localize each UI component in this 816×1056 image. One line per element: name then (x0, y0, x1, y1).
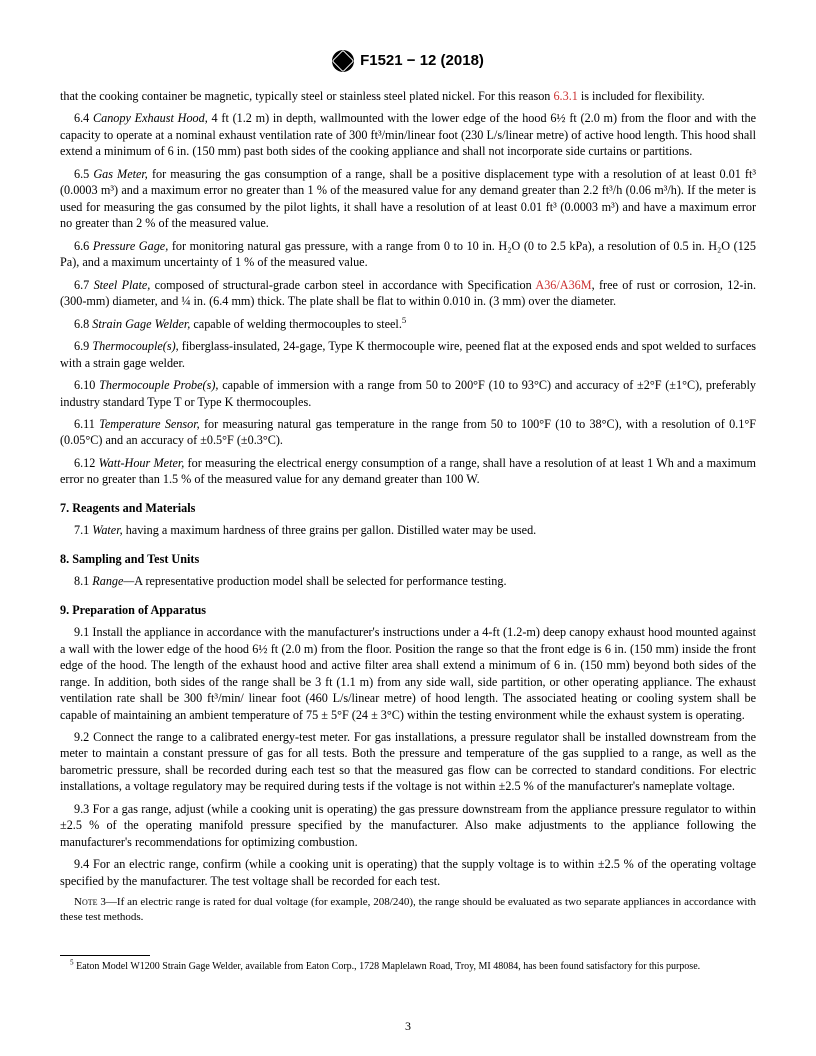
para-6-8: 6.8 Strain Gage Welder, capable of weldi… (60, 316, 756, 332)
note-text: If an electric range is rated for dual v… (60, 896, 756, 923)
clause-number: 6.7 (74, 278, 94, 292)
term: Strain Gage Welder, (92, 317, 190, 331)
clause-number: 6.6 (74, 239, 93, 253)
term: Range— (92, 574, 134, 588)
footnote-text: Eaton Model W1200 Strain Gage Welder, av… (74, 961, 701, 972)
para-6-12: 6.12 Watt-Hour Meter, for measuring the … (60, 455, 756, 488)
clause-number: 6.10 (74, 378, 99, 392)
page-number: 3 (0, 1018, 816, 1034)
term: Thermocouple(s), (92, 339, 178, 353)
term: Watt-Hour Meter, (99, 456, 185, 470)
para-7-1: 7.1 Water, having a maximum hardness of … (60, 522, 756, 538)
para-6-5: 6.5 Gas Meter, for measuring the gas con… (60, 166, 756, 232)
term: Water, (92, 523, 122, 537)
standard-designation: F1521 − 12 (2018) (360, 52, 484, 69)
text: A representative production model shall … (134, 574, 506, 588)
para-9-3: 9.3 For a gas range, adjust (while a coo… (60, 801, 756, 850)
clause-number: 8.1 (74, 574, 92, 588)
term: Thermocouple Probe(s), (99, 378, 218, 392)
note-3: Note 3—If an electric range is rated for… (60, 895, 756, 925)
text: that the cooking container be magnetic, … (60, 89, 553, 103)
clause-number: 6.11 (74, 417, 99, 431)
footnote-ref-5[interactable]: 5 (402, 315, 406, 325)
text: having a maximum hardness of three grain… (123, 523, 537, 537)
text: composed of structural-grade carbon stee… (150, 278, 535, 292)
para-6-9: 6.9 Thermocouple(s), fiberglass-insulate… (60, 338, 756, 371)
clause-number: 6.4 (74, 111, 93, 125)
para-6-7: 6.7 Steel Plate, composed of structural-… (60, 277, 756, 310)
footnote-5: 5 Eaton Model W1200 Strain Gage Welder, … (60, 960, 756, 974)
term: Temperature Sensor, (99, 417, 200, 431)
para-9-2: 9.2 Connect the range to a calibrated en… (60, 729, 756, 795)
xref-a36[interactable]: A36/A36M (535, 278, 591, 292)
section-7-heading: 7. Reagents and Materials (60, 500, 756, 516)
page-header: F1521 − 12 (2018) (60, 50, 756, 72)
term: Canopy Exhaust Hood, (93, 111, 208, 125)
para-6-6: 6.6 Pressure Gage, for monitoring natura… (60, 238, 756, 271)
note-label: Note 3— (74, 896, 117, 908)
clause-number: 7.1 (74, 523, 92, 537)
xref-6-3-1[interactable]: 6.3.1 (553, 89, 577, 103)
para-8-1: 8.1 Range—A representative production mo… (60, 573, 756, 589)
para-6-11: 6.11 Temperature Sensor, for measuring n… (60, 416, 756, 449)
clause-number: 6.5 (74, 167, 93, 181)
term: Gas Meter, (93, 167, 148, 181)
para-9-1: 9.1 Install the appliance in accordance … (60, 624, 756, 723)
text: for measuring the gas consumption of a r… (60, 167, 756, 230)
term: Steel Plate, (94, 278, 151, 292)
text: is included for flexibility. (578, 89, 705, 103)
para-6-4: 6.4 Canopy Exhaust Hood, 4 ft (1.2 m) in… (60, 110, 756, 159)
clause-number: 6.9 (74, 339, 92, 353)
para-6-3-continuation: that the cooking container be magnetic, … (60, 88, 756, 104)
section-9-heading: 9. Preparation of Apparatus (60, 602, 756, 618)
para-9-4: 9.4 For an electric range, confirm (whil… (60, 856, 756, 889)
section-8-heading: 8. Sampling and Test Units (60, 551, 756, 567)
clause-number: 6.12 (74, 456, 99, 470)
astm-logo-icon (332, 50, 354, 72)
term: Pressure Gage, (93, 239, 168, 253)
text: capable of welding thermocouples to stee… (190, 317, 402, 331)
footnote-rule (60, 955, 150, 956)
clause-number: 6.8 (74, 317, 92, 331)
para-6-10: 6.10 Thermocouple Probe(s), capable of i… (60, 377, 756, 410)
